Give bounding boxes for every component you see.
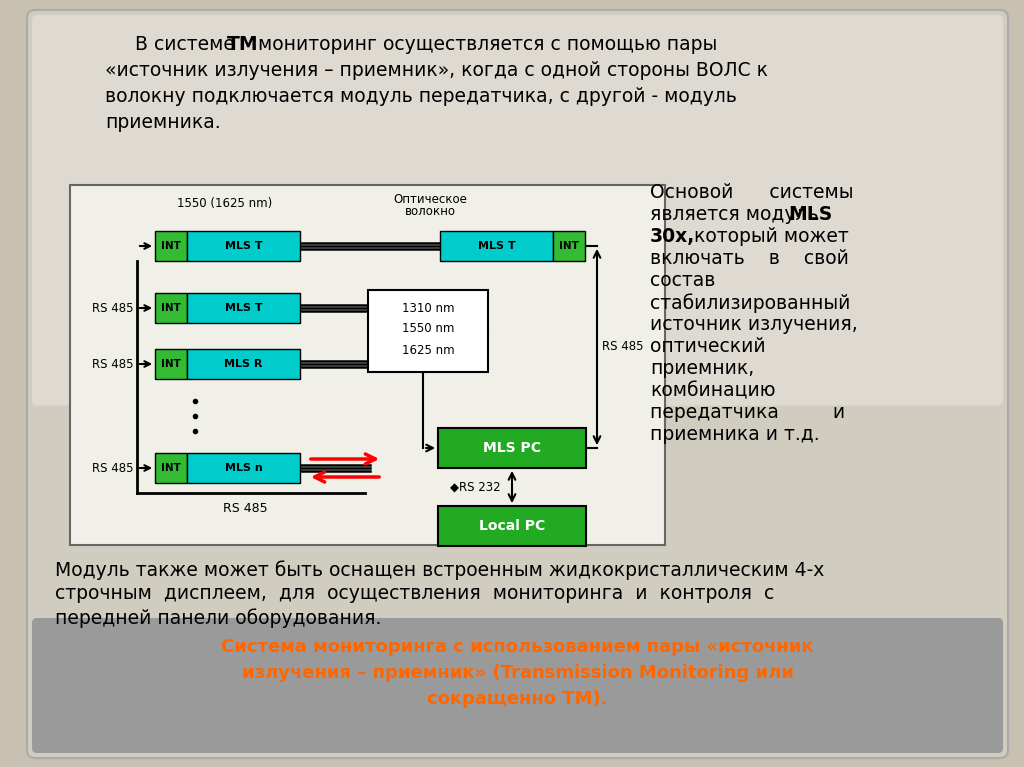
- Text: является модуль: является модуль: [650, 205, 824, 224]
- FancyBboxPatch shape: [187, 453, 300, 483]
- Text: стабилизированный: стабилизированный: [650, 293, 850, 313]
- Text: включать    в    свой: включать в свой: [650, 249, 849, 268]
- FancyBboxPatch shape: [187, 349, 300, 379]
- FancyBboxPatch shape: [155, 293, 187, 323]
- Text: Local PC: Local PC: [479, 519, 545, 533]
- FancyBboxPatch shape: [32, 618, 1002, 753]
- Text: RS 485: RS 485: [91, 301, 133, 314]
- Text: INT: INT: [161, 463, 181, 473]
- Text: приемника и т.д.: приемника и т.д.: [650, 425, 819, 444]
- FancyBboxPatch shape: [438, 506, 586, 546]
- Text: ТМ: ТМ: [227, 35, 259, 54]
- FancyBboxPatch shape: [440, 231, 553, 261]
- Text: «источник излучения – приемник», когда с одной стороны ВОЛС к: «источник излучения – приемник», когда с…: [105, 61, 768, 80]
- Text: RS 485: RS 485: [91, 462, 133, 475]
- FancyBboxPatch shape: [368, 290, 488, 372]
- Text: комбинацию: комбинацию: [650, 381, 775, 400]
- Text: Основой      системы: Основой системы: [650, 183, 853, 202]
- Text: 30х,: 30х,: [650, 227, 695, 246]
- FancyBboxPatch shape: [155, 349, 187, 379]
- Text: MLS n: MLS n: [224, 463, 262, 473]
- FancyBboxPatch shape: [553, 231, 585, 261]
- Text: ◆RS 232: ◆RS 232: [450, 480, 501, 493]
- Text: MLS T: MLS T: [224, 303, 262, 313]
- Text: RS 485: RS 485: [91, 357, 133, 370]
- Text: 1625 nm: 1625 nm: [401, 344, 455, 357]
- FancyBboxPatch shape: [187, 231, 300, 261]
- FancyBboxPatch shape: [438, 428, 586, 468]
- Text: волокну подключается модуль передатчика, с другой - модуль: волокну подключается модуль передатчика,…: [105, 87, 737, 106]
- Text: MLS T: MLS T: [224, 241, 262, 251]
- Text: MLS R: MLS R: [224, 359, 263, 369]
- Text: приемник,: приемник,: [650, 359, 755, 378]
- Text: 1550 nm: 1550 nm: [401, 321, 455, 334]
- Text: сокращенно ТМ).: сокращенно ТМ).: [427, 690, 608, 708]
- Text: INT: INT: [161, 303, 181, 313]
- Text: MLS PC: MLS PC: [483, 441, 541, 455]
- Text: 1550 (1625 nm): 1550 (1625 nm): [177, 197, 272, 210]
- FancyBboxPatch shape: [155, 453, 187, 483]
- Text: передней панели оборудования.: передней панели оборудования.: [55, 608, 381, 627]
- Text: Оптическое: Оптическое: [393, 193, 467, 206]
- Text: волокно: волокно: [404, 205, 456, 218]
- Text: MLS T: MLS T: [477, 241, 515, 251]
- Text: который может: который может: [688, 227, 849, 246]
- Text: RS 485: RS 485: [602, 341, 643, 354]
- FancyBboxPatch shape: [27, 10, 1008, 758]
- Text: передатчика         и: передатчика и: [650, 403, 845, 422]
- Text: мониторинг осуществляется с помощью пары: мониторинг осуществляется с помощью пары: [252, 35, 717, 54]
- Text: 1310 nm: 1310 nm: [401, 301, 455, 314]
- Text: источник излучения,: источник излучения,: [650, 315, 858, 334]
- Text: INT: INT: [559, 241, 579, 251]
- Text: MLS: MLS: [788, 205, 833, 224]
- FancyBboxPatch shape: [32, 15, 1002, 406]
- Text: INT: INT: [161, 241, 181, 251]
- Text: INT: INT: [161, 359, 181, 369]
- Text: В системе: В системе: [105, 35, 241, 54]
- FancyBboxPatch shape: [155, 231, 187, 261]
- Text: оптический: оптический: [650, 337, 766, 356]
- Text: излучения – приемник» (Transmission Monitoring или: излучения – приемник» (Transmission Moni…: [242, 664, 794, 682]
- Text: Система мониторинга с использованием пары «источник: Система мониторинга с использованием пар…: [221, 638, 814, 656]
- Text: строчным  дисплеем,  для  осуществления  мониторинга  и  контроля  с: строчным дисплеем, для осуществления мон…: [55, 584, 774, 603]
- Text: RS 485: RS 485: [222, 502, 267, 515]
- FancyBboxPatch shape: [187, 293, 300, 323]
- FancyBboxPatch shape: [70, 185, 665, 545]
- Text: состав: состав: [650, 271, 716, 290]
- Text: приемника.: приемника.: [105, 113, 220, 132]
- Text: Модуль также может быть оснащен встроенным жидкокристаллическим 4-х: Модуль также может быть оснащен встроенн…: [55, 560, 824, 580]
